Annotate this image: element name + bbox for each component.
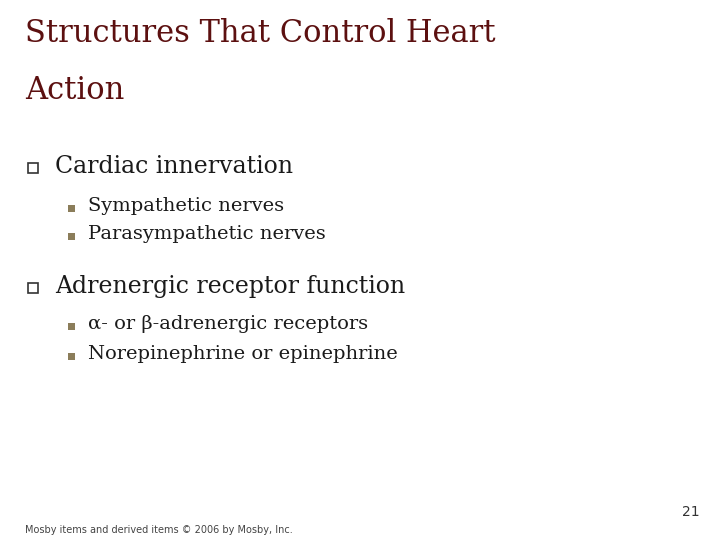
Bar <box>28 283 37 293</box>
Bar <box>68 233 75 240</box>
Bar <box>68 205 75 212</box>
Text: Sympathetic nerves: Sympathetic nerves <box>88 197 284 215</box>
Text: Action: Action <box>25 75 125 106</box>
Text: Parasympathetic nerves: Parasympathetic nerves <box>88 225 325 243</box>
Text: 21: 21 <box>683 505 700 519</box>
Text: Structures That Control Heart: Structures That Control Heart <box>25 18 495 49</box>
Text: α- or β-adrenergic receptors: α- or β-adrenergic receptors <box>88 315 368 333</box>
Bar <box>68 323 75 330</box>
Text: Adrenergic receptor function: Adrenergic receptor function <box>55 275 405 298</box>
Bar <box>68 353 75 360</box>
Text: Cardiac innervation: Cardiac innervation <box>55 155 293 178</box>
Text: Mosby items and derived items © 2006 by Mosby, Inc.: Mosby items and derived items © 2006 by … <box>25 525 293 535</box>
Text: Norepinephrine or epinephrine: Norepinephrine or epinephrine <box>88 345 397 363</box>
Bar <box>28 163 37 173</box>
